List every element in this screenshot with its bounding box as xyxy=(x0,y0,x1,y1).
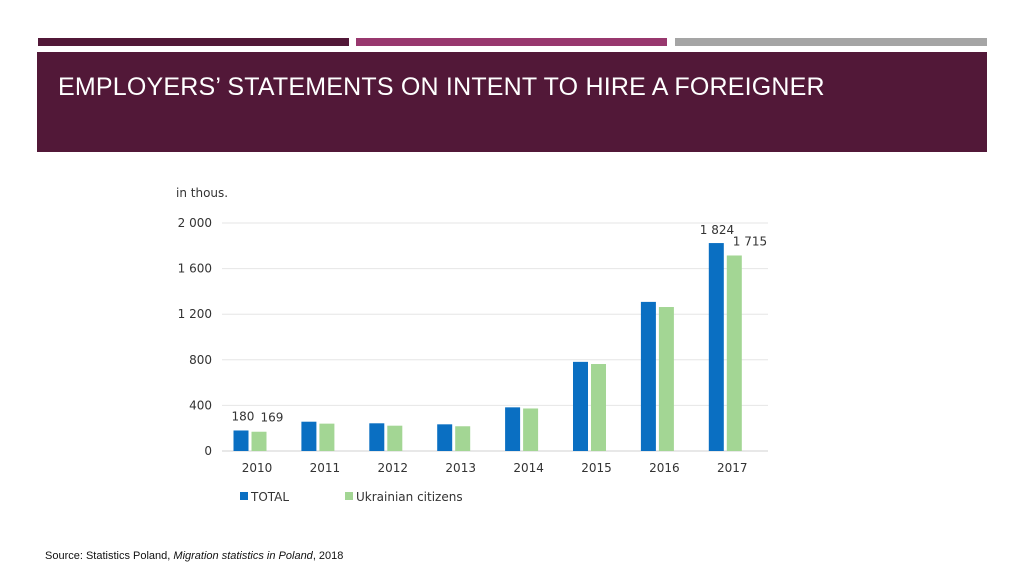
bar-total-2015 xyxy=(573,361,588,451)
bar-ukrainian-citizens-2016 xyxy=(658,307,674,451)
data-label: 169 xyxy=(261,411,284,425)
y-tick-label: 400 xyxy=(189,398,212,412)
data-label: 180 xyxy=(232,409,255,423)
accent-stripe-2 xyxy=(356,38,667,46)
y-tick-label: 2 000 xyxy=(178,216,212,230)
y-tick-label: 1 200 xyxy=(178,307,212,321)
accent-stripe-3 xyxy=(675,38,987,46)
bar-ukrainian-citizens-2010 xyxy=(251,431,267,451)
bar-ukrainian-citizens-2014 xyxy=(523,408,539,451)
bar-ukrainian-citizens-2015 xyxy=(591,364,606,451)
bar-total-2011 xyxy=(301,421,317,451)
slide-title: EMPLOYERS’ STATEMENTS ON INTENT TO HIRE … xyxy=(58,73,825,101)
bar-total-2010 xyxy=(233,430,249,451)
y-tick-label: 0 xyxy=(204,444,212,458)
data-label: 1 824 xyxy=(700,223,734,237)
x-tick-label-2017: 2017 xyxy=(717,461,748,475)
accent-stripe-1 xyxy=(38,38,349,46)
legend-swatch-total xyxy=(240,492,248,500)
y-tick-label: 1 600 xyxy=(178,262,212,276)
bar-total-2014 xyxy=(505,407,521,451)
bar-total-2017 xyxy=(708,243,724,451)
bar-total-2016 xyxy=(640,301,656,451)
bar-total-2013 xyxy=(437,424,453,451)
x-tick-label-2014: 2014 xyxy=(513,461,544,475)
y-tick-label: 800 xyxy=(189,353,212,367)
bar-ukrainian-citizens-2017 xyxy=(726,255,742,451)
legend-swatch-ukrainian-citizens xyxy=(345,492,353,500)
x-tick-label-2015: 2015 xyxy=(581,461,612,475)
x-tick-label-2012: 2012 xyxy=(378,461,409,475)
bar-ukrainian-citizens-2011 xyxy=(319,423,335,451)
source-publication: Migration statistics in Poland xyxy=(173,550,313,562)
bar-ukrainian-citizens-2012 xyxy=(387,425,403,451)
source-suffix: , 2018 xyxy=(312,550,344,562)
x-tick-label-2010: 2010 xyxy=(242,461,273,475)
data-label: 1 715 xyxy=(733,234,767,248)
bar-ukrainian-citizens-2013 xyxy=(455,426,471,451)
legend-label-ukrainian-citizens: Ukrainian citizens xyxy=(356,490,463,504)
x-tick-label-2013: 2013 xyxy=(445,461,476,475)
source-prefix: Source: Statistics Poland, xyxy=(45,550,174,562)
x-tick-label-2011: 2011 xyxy=(310,461,341,475)
bar-total-2012 xyxy=(369,423,385,451)
y-axis-unit-label: in thous. xyxy=(176,186,228,200)
title-banner: EMPLOYERS’ STATEMENTS ON INTENT TO HIRE … xyxy=(37,52,987,152)
legend-label-total: TOTAL xyxy=(250,490,289,504)
source-note: Source: Statistics Poland, Migration sta… xyxy=(45,550,343,562)
x-tick-label-2016: 2016 xyxy=(649,461,680,475)
